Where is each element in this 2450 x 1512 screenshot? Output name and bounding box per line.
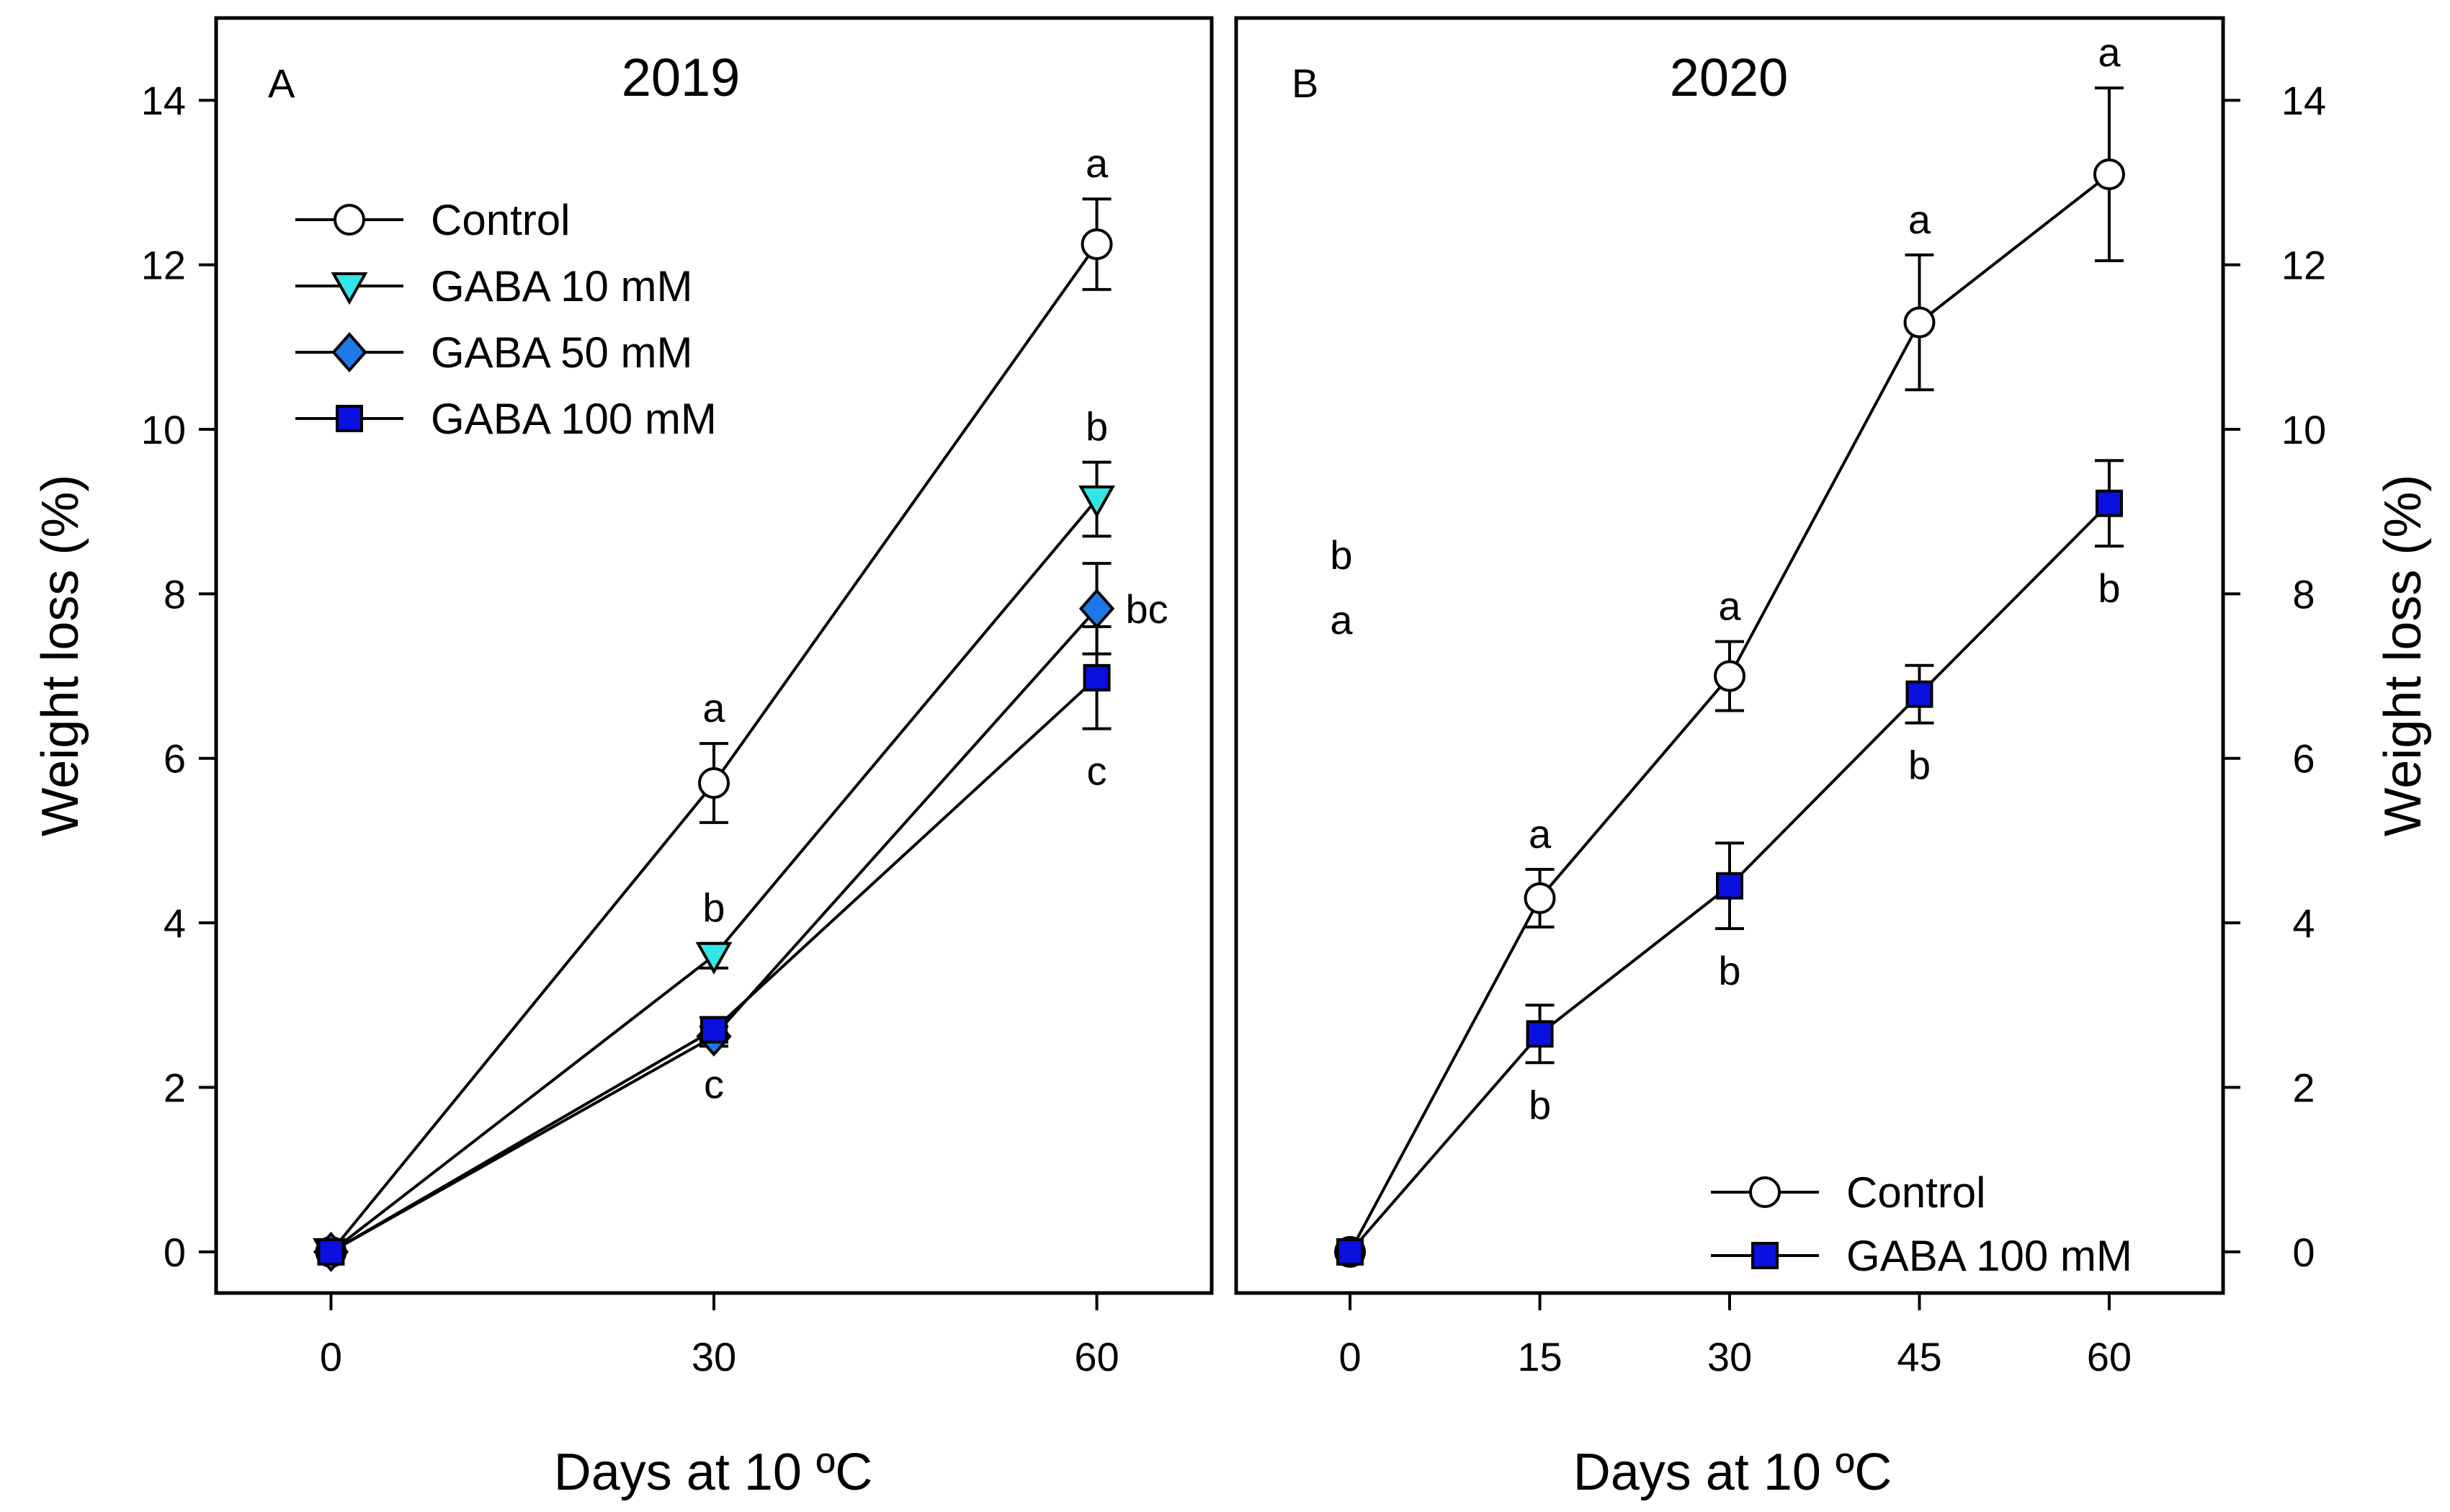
y-tick-label: 0 bbox=[2292, 1230, 2315, 1275]
legend-label: GABA 50 mM bbox=[431, 328, 692, 377]
panel-a-x-axis: 0 30 60 bbox=[320, 1293, 1119, 1379]
significance-letter: a bbox=[1718, 583, 1741, 629]
data-point-series-1 bbox=[1714, 660, 1745, 692]
data-point-series-2 bbox=[1716, 872, 1743, 900]
significance-letter: b bbox=[2098, 565, 2120, 611]
y-tick-label: 6 bbox=[2292, 736, 2315, 782]
data-point-series-1 bbox=[1524, 882, 1556, 914]
series-line-1 bbox=[1349, 173, 2111, 1253]
y-tick-label: 4 bbox=[2292, 900, 2315, 946]
significance-letter: bc bbox=[1126, 586, 1168, 632]
data-point-series-1 bbox=[2093, 158, 2125, 190]
y-tick-label: 12 bbox=[2281, 243, 2326, 288]
y-tick-label: 14 bbox=[2281, 78, 2326, 123]
y-tick-label: 6 bbox=[164, 736, 186, 782]
y-tick-label: 8 bbox=[164, 571, 186, 617]
significance-letter: b bbox=[1529, 1082, 1551, 1127]
panel-a-chart: A 2019 Days at 10 ºC Weight loss (%) 0 2 4… bbox=[32, 16, 1214, 1501]
panel-b-y-axis-title: Weight loss (%) bbox=[2374, 475, 2432, 837]
x-tick-label: 45 bbox=[1897, 1334, 1941, 1379]
panel-b-stray-letter-2: a bbox=[1330, 597, 1353, 643]
x-tick-label: 60 bbox=[2087, 1334, 2132, 1379]
significance-letter: c bbox=[704, 1062, 724, 1107]
panel-a-series: a a b b bc c c bbox=[313, 140, 1168, 1272]
x-tick-label: 60 bbox=[1074, 1334, 1119, 1379]
data-point-series-4 bbox=[317, 1238, 345, 1266]
panel-b-legend: Control GABA 100 mM bbox=[1711, 1168, 2132, 1280]
legend-label: GABA 10 mM bbox=[431, 262, 692, 310]
series-line-2 bbox=[330, 498, 1099, 1253]
data-point-series-2 bbox=[1078, 486, 1115, 519]
data-point-series-4 bbox=[1083, 663, 1111, 692]
significance-letter: b bbox=[1086, 404, 1108, 449]
significance-letter: b bbox=[702, 885, 725, 931]
significance-letter: a bbox=[1086, 140, 1109, 186]
legend-marker bbox=[1751, 1242, 1779, 1269]
x-tick-label: 30 bbox=[1707, 1334, 1752, 1379]
panel-a-y-axis: 0 2 4 6 8 10 12 14 bbox=[141, 78, 216, 1275]
panel-b-title: 2020 bbox=[1670, 48, 1789, 107]
legend-marker bbox=[336, 405, 363, 432]
significance-letter: c bbox=[1087, 748, 1107, 794]
x-tick-label: 15 bbox=[1517, 1334, 1562, 1379]
y-tick-label: 2 bbox=[2292, 1065, 2315, 1111]
y-tick-label: 0 bbox=[164, 1230, 186, 1275]
y-tick-label: 4 bbox=[164, 900, 186, 946]
panel-b-y-axis: 0 2 4 6 8 10 12 14 bbox=[2223, 78, 2326, 1275]
panel-a-legend: Control GABA 10 mM GABA 50 mM GABA 100 mM bbox=[295, 196, 717, 443]
panel-b-label: B bbox=[1292, 61, 1318, 106]
significance-letter: a bbox=[702, 685, 725, 730]
x-tick-label: 30 bbox=[692, 1334, 736, 1379]
y-tick-label: 2 bbox=[164, 1065, 186, 1111]
legend-label: Control bbox=[1846, 1168, 1985, 1217]
data-point-series-4 bbox=[700, 1016, 728, 1044]
panel-b-x-axis-title: Days at 10 ºC bbox=[1573, 1444, 1892, 1501]
legend-marker bbox=[1749, 1176, 1781, 1208]
legend-label: Control bbox=[431, 196, 570, 244]
legend-label: GABA 100 mM bbox=[1846, 1232, 2132, 1280]
panel-a-label: A bbox=[268, 61, 295, 106]
significance-letter: a bbox=[1529, 811, 1552, 856]
significance-letter: b bbox=[1908, 743, 1931, 788]
panel-b-chart: B 2020 Days at 10 ºC Weight loss (%) b a… bbox=[1234, 16, 2432, 1501]
panel-a-title: 2019 bbox=[622, 48, 741, 107]
panel-a-y-axis-title: Weight loss (%) bbox=[32, 475, 89, 837]
legend-marker bbox=[331, 331, 367, 373]
data-point-series-2 bbox=[2095, 489, 2123, 517]
y-tick-label: 8 bbox=[2292, 571, 2315, 617]
panel-b-stray-letter-1: b bbox=[1330, 532, 1352, 578]
y-tick-label: 12 bbox=[141, 243, 186, 288]
data-point-series-2 bbox=[1336, 1238, 1364, 1266]
x-tick-label: 0 bbox=[1338, 1334, 1361, 1379]
significance-letter: a bbox=[1908, 197, 1931, 242]
panel-a-x-axis-title: Days at 10 ºC bbox=[554, 1444, 872, 1501]
data-point-series-2 bbox=[695, 941, 733, 975]
y-tick-label: 10 bbox=[141, 407, 186, 452]
data-point-series-1 bbox=[698, 767, 730, 799]
data-point-series-3 bbox=[1078, 588, 1115, 629]
legend-marker bbox=[331, 272, 368, 305]
data-point-series-1 bbox=[1081, 228, 1113, 261]
y-tick-label: 14 bbox=[141, 78, 186, 123]
legend-marker bbox=[334, 204, 365, 236]
x-tick-label: 0 bbox=[320, 1334, 342, 1379]
y-tick-label: 10 bbox=[2281, 407, 2326, 452]
significance-letter: a bbox=[2098, 30, 2121, 75]
significance-letter: b bbox=[1718, 948, 1740, 993]
legend-label: GABA 100 mM bbox=[431, 395, 717, 443]
data-point-series-2 bbox=[1526, 1020, 1554, 1048]
data-point-series-1 bbox=[1903, 306, 1936, 339]
panel-b-series: a a a a b b b b bbox=[1334, 30, 2125, 1268]
panel-b-x-axis: 0 15 30 45 60 bbox=[1338, 1293, 2132, 1379]
data-point-series-2 bbox=[1905, 680, 1933, 708]
